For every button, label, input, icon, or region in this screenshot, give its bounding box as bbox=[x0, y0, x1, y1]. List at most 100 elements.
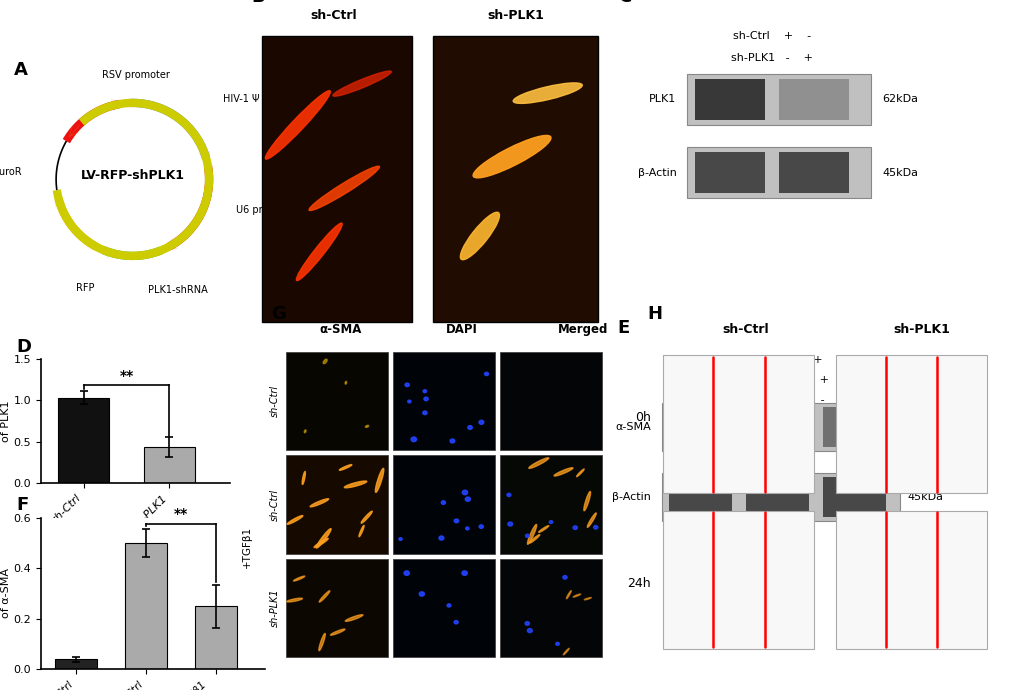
FancyBboxPatch shape bbox=[822, 477, 884, 517]
Ellipse shape bbox=[319, 591, 329, 602]
Ellipse shape bbox=[365, 425, 368, 427]
Ellipse shape bbox=[473, 135, 550, 178]
Bar bbox=[125, 543, 167, 669]
FancyBboxPatch shape bbox=[779, 152, 848, 193]
Ellipse shape bbox=[297, 223, 341, 281]
Text: α-SMA: α-SMA bbox=[614, 422, 650, 432]
FancyBboxPatch shape bbox=[392, 352, 494, 450]
Ellipse shape bbox=[332, 71, 391, 96]
Text: PLK1: PLK1 bbox=[648, 95, 676, 104]
Ellipse shape bbox=[460, 213, 499, 259]
Ellipse shape bbox=[528, 457, 548, 469]
Ellipse shape bbox=[466, 527, 469, 530]
FancyBboxPatch shape bbox=[779, 79, 848, 120]
Ellipse shape bbox=[293, 576, 305, 581]
Text: β-Actin: β-Actin bbox=[637, 168, 676, 177]
Ellipse shape bbox=[323, 359, 327, 364]
Text: sh-PLK1   -    -    +: sh-PLK1 - - + bbox=[747, 395, 847, 404]
Ellipse shape bbox=[566, 591, 571, 599]
Text: H: H bbox=[647, 304, 661, 323]
FancyBboxPatch shape bbox=[668, 477, 731, 517]
FancyBboxPatch shape bbox=[262, 36, 412, 322]
FancyBboxPatch shape bbox=[694, 79, 764, 120]
Bar bbox=[55, 659, 97, 669]
Text: sh-PLK1   -    +: sh-PLK1 - + bbox=[731, 53, 812, 63]
FancyBboxPatch shape bbox=[661, 473, 900, 521]
Ellipse shape bbox=[408, 400, 411, 403]
Ellipse shape bbox=[316, 529, 331, 548]
Text: RFP: RFP bbox=[75, 283, 95, 293]
Bar bbox=[58, 397, 109, 483]
Text: HIV-1 Ψ: HIV-1 Ψ bbox=[223, 94, 259, 104]
Bar bbox=[195, 606, 236, 669]
Ellipse shape bbox=[525, 534, 529, 538]
Text: sh-Ctrl: sh-Ctrl bbox=[721, 324, 768, 337]
Text: C: C bbox=[618, 0, 631, 6]
Ellipse shape bbox=[453, 620, 458, 624]
Text: PLK1-shRNA: PLK1-shRNA bbox=[148, 285, 208, 295]
Ellipse shape bbox=[562, 575, 567, 579]
Ellipse shape bbox=[319, 633, 325, 651]
Text: +TGFβ1: +TGFβ1 bbox=[242, 526, 252, 568]
Text: U6 promoter: U6 promoter bbox=[235, 205, 298, 215]
Text: 62kDa: 62kDa bbox=[881, 95, 917, 104]
Ellipse shape bbox=[587, 513, 596, 527]
Ellipse shape bbox=[513, 83, 582, 104]
Bar bbox=[144, 447, 195, 483]
Ellipse shape bbox=[310, 499, 328, 507]
FancyBboxPatch shape bbox=[499, 559, 601, 657]
FancyBboxPatch shape bbox=[433, 36, 597, 322]
Text: sh-Ctrl: sh-Ctrl bbox=[270, 385, 280, 417]
Text: sh-PLK1: sh-PLK1 bbox=[893, 324, 950, 337]
FancyBboxPatch shape bbox=[687, 147, 870, 198]
FancyBboxPatch shape bbox=[746, 477, 808, 517]
Ellipse shape bbox=[583, 491, 590, 511]
Ellipse shape bbox=[441, 501, 445, 504]
FancyBboxPatch shape bbox=[668, 407, 731, 446]
FancyBboxPatch shape bbox=[285, 352, 387, 450]
Ellipse shape bbox=[359, 526, 364, 537]
Ellipse shape bbox=[344, 382, 346, 384]
Ellipse shape bbox=[286, 598, 303, 602]
FancyBboxPatch shape bbox=[687, 74, 870, 125]
Ellipse shape bbox=[423, 390, 426, 393]
FancyBboxPatch shape bbox=[285, 559, 387, 657]
Ellipse shape bbox=[411, 437, 416, 442]
Ellipse shape bbox=[309, 166, 379, 210]
FancyBboxPatch shape bbox=[392, 455, 494, 553]
FancyBboxPatch shape bbox=[835, 355, 986, 493]
Text: RSV promoter: RSV promoter bbox=[102, 70, 170, 80]
FancyBboxPatch shape bbox=[392, 559, 494, 657]
FancyBboxPatch shape bbox=[285, 455, 387, 553]
Ellipse shape bbox=[419, 592, 424, 596]
Ellipse shape bbox=[538, 526, 548, 533]
Ellipse shape bbox=[265, 90, 330, 159]
Text: **: ** bbox=[174, 507, 187, 522]
Ellipse shape bbox=[527, 524, 536, 544]
Text: β-Actin: β-Actin bbox=[611, 492, 650, 502]
Text: LV-RFP-shPLK1: LV-RFP-shPLK1 bbox=[81, 169, 184, 182]
Text: TGFβ1   -    +    +: TGFβ1 - + + bbox=[748, 355, 846, 365]
Ellipse shape bbox=[576, 469, 584, 477]
Text: G: G bbox=[271, 304, 286, 323]
Text: sh-PLK1: sh-PLK1 bbox=[270, 589, 280, 627]
Ellipse shape bbox=[507, 522, 513, 526]
Ellipse shape bbox=[339, 464, 352, 471]
Text: DAPI: DAPI bbox=[445, 324, 477, 337]
Ellipse shape bbox=[525, 622, 529, 625]
Ellipse shape bbox=[468, 426, 472, 429]
FancyBboxPatch shape bbox=[499, 352, 601, 450]
Text: F: F bbox=[16, 497, 29, 515]
Text: **: ** bbox=[119, 369, 133, 383]
Ellipse shape bbox=[423, 411, 427, 415]
Ellipse shape bbox=[479, 420, 483, 424]
FancyBboxPatch shape bbox=[662, 511, 814, 649]
FancyBboxPatch shape bbox=[499, 455, 601, 553]
Text: E: E bbox=[618, 319, 630, 337]
Ellipse shape bbox=[462, 490, 467, 495]
Y-axis label: Relative Expression
of PLK1: Relative Expression of PLK1 bbox=[0, 366, 10, 475]
Ellipse shape bbox=[462, 571, 467, 575]
Text: B: B bbox=[252, 0, 265, 6]
Ellipse shape bbox=[375, 469, 383, 493]
Text: 24h: 24h bbox=[627, 577, 650, 589]
